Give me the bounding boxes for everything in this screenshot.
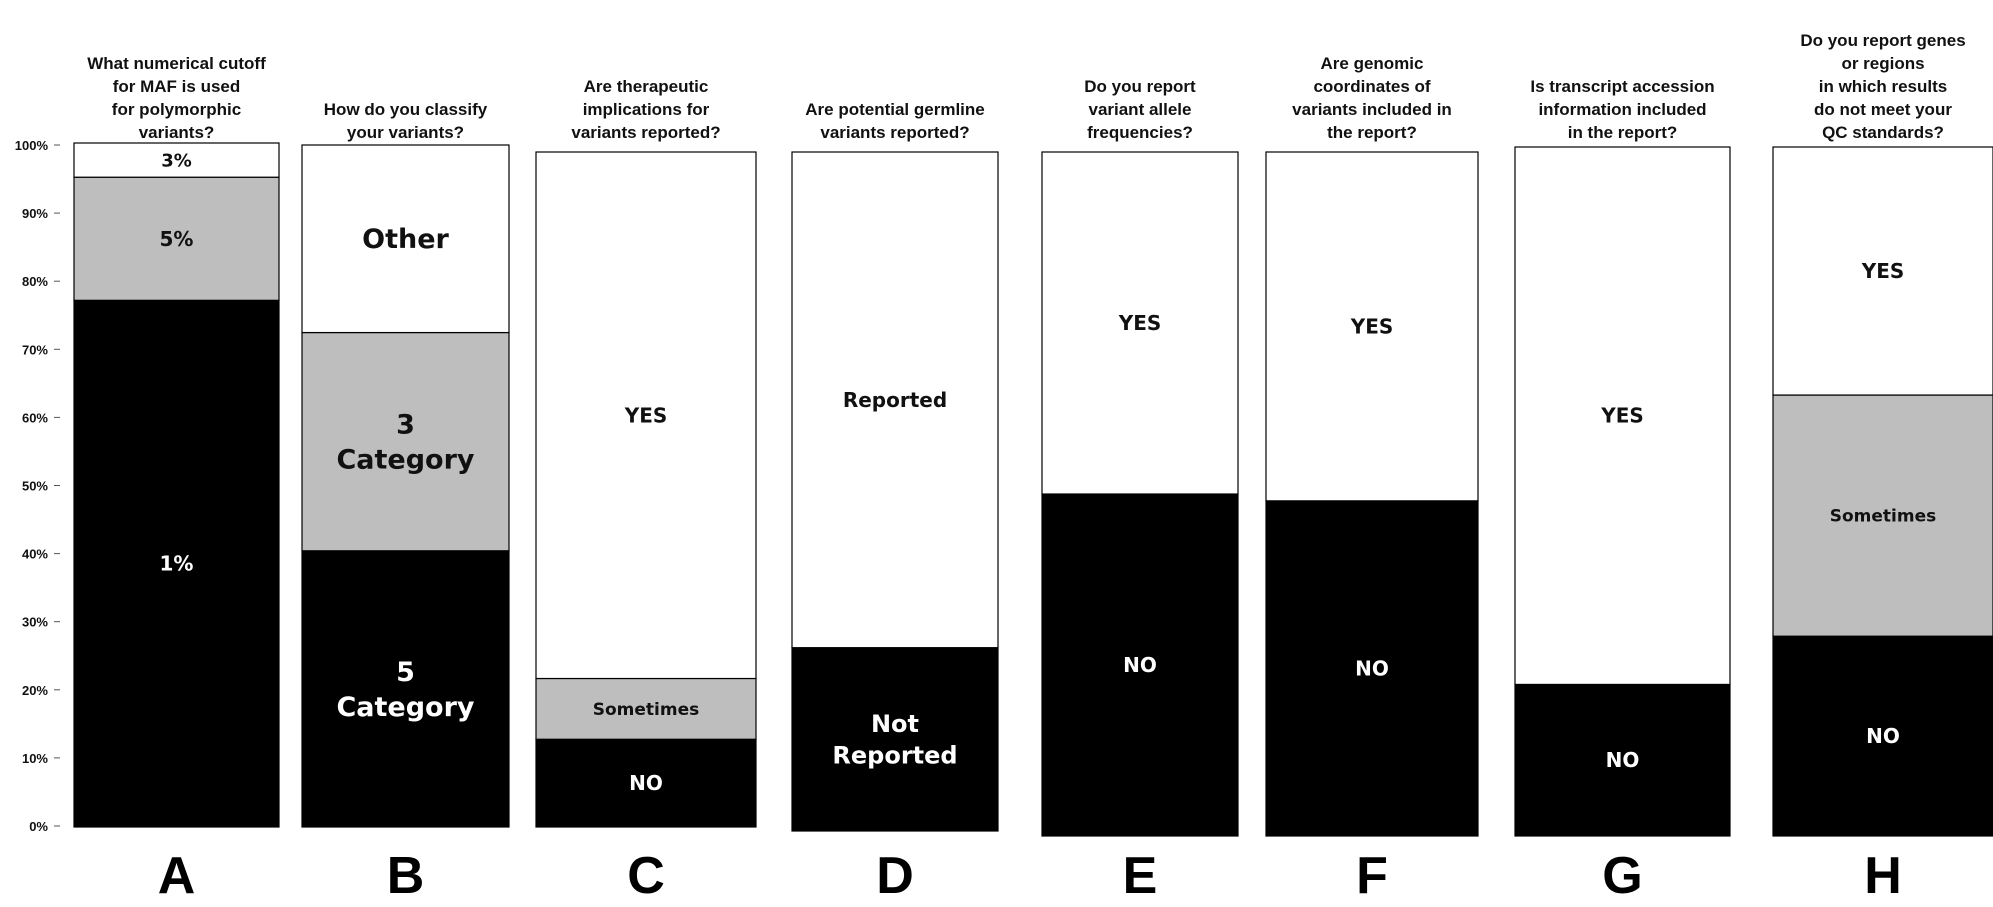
bar-segment <box>535 151 757 680</box>
y-tick-label: 20% <box>22 683 48 698</box>
bar-segment <box>791 647 999 832</box>
bar-segment-label: 1% <box>160 552 194 576</box>
panel-b: How do you classify your variants? 5 Catego… <box>301 100 510 905</box>
y-tick-label: 50% <box>22 479 48 494</box>
y-tick-label: 100% <box>15 138 49 153</box>
bar-segment <box>1265 500 1479 837</box>
bar-segment <box>73 299 280 828</box>
bar-segment-label: 5 <box>396 657 415 688</box>
bar-segment-label: 3% <box>161 150 192 171</box>
panel-question-line: the report? <box>1327 123 1417 142</box>
y-tick-label: 0% <box>29 819 48 834</box>
panel-letter: F <box>1356 847 1388 905</box>
panel-question-line: implications for <box>583 100 710 119</box>
panel-question-line: your variants? <box>347 123 464 142</box>
bar-segment-label: Not <box>871 710 919 738</box>
bar-segment-label: Sometimes <box>1830 507 1936 527</box>
bar-segment-label: 3 <box>396 410 415 441</box>
panel-question-line: Do you report genes <box>1800 31 1965 50</box>
panel-question-line: QC standards? <box>1822 123 1944 142</box>
y-tick-label: 40% <box>22 547 48 562</box>
panel-g: Is transcript accession information inclu… <box>1514 77 1731 905</box>
panel-question-line: in the report? <box>1568 123 1678 142</box>
panel-question-line: information included <box>1538 100 1706 119</box>
bar-segment <box>1514 146 1731 686</box>
panel-c: Are therapeutic implications for variants … <box>535 77 757 905</box>
bar-segment <box>1265 151 1479 502</box>
bar-segment-label: Reported <box>843 388 947 412</box>
panel-question-line: variants reported? <box>571 123 720 142</box>
bar-segment <box>1772 394 1993 637</box>
panel-f: Are genomic coordinates of variants includ… <box>1265 54 1479 905</box>
bar-segment-label: Category <box>336 692 474 723</box>
bar-segment-label: YES <box>1861 259 1905 283</box>
bar-segment-label: 5% <box>160 227 194 251</box>
bar-segment <box>1514 683 1731 837</box>
bar-segment-label: Reported <box>832 741 957 769</box>
panel-letter: B <box>387 847 425 905</box>
panel-question-line: for polymorphic <box>112 100 241 119</box>
y-axis: 0% 10% 20% 30% 40% 50% 60% 70% 80% 90% 100% <box>15 138 60 834</box>
bar-segment <box>73 142 280 178</box>
panel-letter: D <box>876 847 914 905</box>
panel-letter: G <box>1602 847 1642 905</box>
bar-segment-label: YES <box>624 403 668 427</box>
bar-segment-label: Sometimes <box>593 700 699 720</box>
y-tick-label: 90% <box>22 206 48 221</box>
bar-segment <box>1041 493 1239 837</box>
panel-question-line: for MAF is used <box>113 77 241 96</box>
y-tick-label: 70% <box>22 342 48 357</box>
bar-segment <box>301 331 510 552</box>
panel-letter: A <box>158 847 196 905</box>
panel-question-line: variants reported? <box>820 123 969 142</box>
bar-segment-label: YES <box>1350 314 1394 338</box>
panel-question-line: or regions <box>1841 54 1924 73</box>
y-tick-label: 10% <box>22 751 48 766</box>
panel-question-line: Are genomic <box>1321 54 1424 73</box>
bar-segment-label: YES <box>1600 404 1644 428</box>
bar-segment-label: NO <box>1355 656 1389 680</box>
y-tick-label: 60% <box>22 410 48 425</box>
bar-segment-label: Category <box>336 445 474 476</box>
panel-question-line: Are therapeutic <box>584 77 709 96</box>
panel-question-line: frequencies? <box>1087 123 1193 142</box>
bar-segment-label: NO <box>1866 724 1900 748</box>
bar-segment <box>301 550 510 828</box>
panel-question-line: in which results <box>1819 77 1947 96</box>
panel-question-line: variants included in <box>1292 100 1452 119</box>
bar-segment <box>791 151 999 649</box>
panel-question-line: variants? <box>139 123 215 142</box>
panel-letter: E <box>1123 847 1158 905</box>
bar-segment <box>73 176 280 301</box>
panel-question-line: Are potential germline <box>805 100 984 119</box>
panel-question-line: Is transcript accession <box>1530 77 1714 96</box>
panel-question-line: variant allele <box>1088 100 1191 119</box>
y-tick-label: 80% <box>22 274 48 289</box>
bar-segment <box>1772 635 1993 837</box>
bar-segment <box>301 144 510 334</box>
bar-segment <box>535 738 757 828</box>
bar-segment-label: NO <box>1123 653 1157 677</box>
bar-segment-label: NO <box>1606 748 1640 772</box>
panel-e: Do you report variant allele frequencies? N… <box>1041 77 1239 905</box>
panel-question-line: coordinates of <box>1313 77 1430 96</box>
panel-a: What numerical cutoff for MAF is used for … <box>73 54 280 905</box>
bar-segment <box>1041 151 1239 495</box>
panel-letter: C <box>627 847 665 905</box>
bar-segment-label: YES <box>1118 311 1162 335</box>
panel-d: Are potential germline variants reported?… <box>791 100 999 905</box>
panel-letter: H <box>1864 847 1902 905</box>
panel-question-line: Do you report <box>1084 77 1196 96</box>
panel-question-line: do not meet your <box>1814 100 1952 119</box>
bar-segment-label: NO <box>629 771 663 795</box>
panel-question-line: What numerical cutoff <box>87 54 266 73</box>
bar-segment-label: Other <box>362 224 449 255</box>
y-tick-label: 30% <box>22 615 48 630</box>
bar-segment <box>1772 146 1993 396</box>
panel-question-line: How do you classify <box>324 100 488 119</box>
panel-h: Do you report genes or regions in which re… <box>1772 31 1993 905</box>
